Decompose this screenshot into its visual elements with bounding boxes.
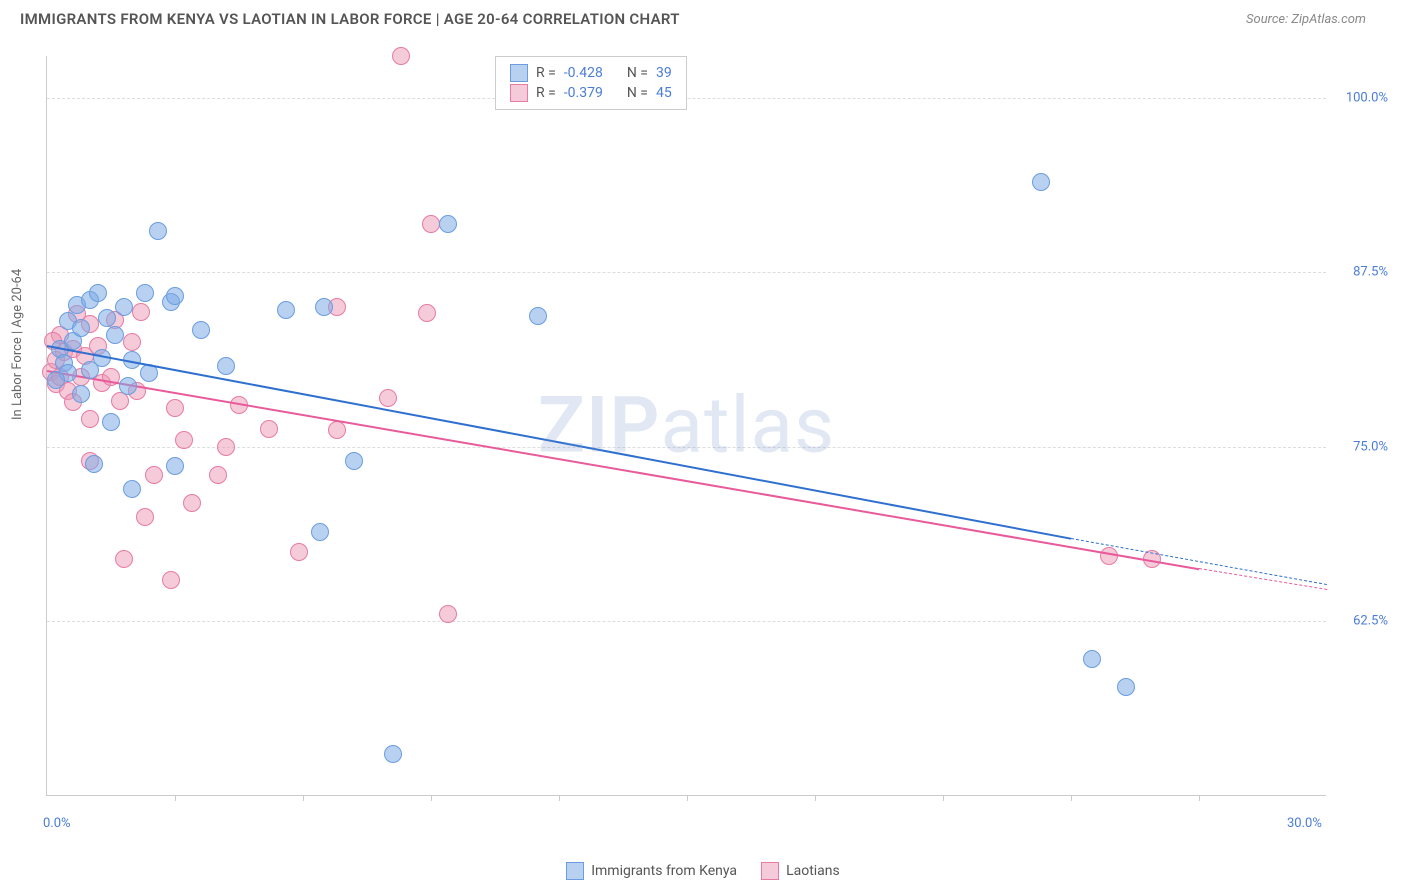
kenya-point xyxy=(166,287,184,305)
laotian-point xyxy=(145,466,163,484)
y-tick-label: 62.5% xyxy=(1353,614,1388,629)
kenya-point xyxy=(439,215,457,233)
laotian-point xyxy=(136,508,154,526)
swatch-kenya xyxy=(510,64,528,82)
x-tick xyxy=(943,795,944,801)
laotian-point xyxy=(183,494,201,512)
swatch-kenya-bottom xyxy=(566,862,584,880)
chart-title: IMMIGRANTS FROM KENYA VS LAOTIAN IN LABO… xyxy=(20,10,680,28)
x-tick xyxy=(559,795,560,801)
legend-label-kenya: Immigrants from Kenya xyxy=(591,863,737,879)
plot-area: ZIPatlas 62.5%75.0%87.5%100.0%0.0%30.0% xyxy=(46,56,1326,796)
legend-row-kenya: R = -0.428 N = 39 xyxy=(510,63,672,83)
kenya-point xyxy=(47,371,65,389)
series-legend: Immigrants from Kenya Laotians xyxy=(0,862,1406,880)
kenya-point xyxy=(72,385,90,403)
kenya-point xyxy=(106,326,124,344)
watermark: ZIPatlas xyxy=(538,380,835,471)
laotian-point xyxy=(290,543,308,561)
swatch-laotian xyxy=(510,84,528,102)
kenya-point xyxy=(1083,650,1101,668)
kenya-point xyxy=(315,298,333,316)
legend-row-laotian: R = -0.379 N = 45 xyxy=(510,83,672,103)
laotian-point xyxy=(123,333,141,351)
x-tick xyxy=(815,795,816,801)
x-tick-label: 30.0% xyxy=(1287,816,1322,831)
laotian-point xyxy=(175,431,193,449)
x-tick-label: 0.0% xyxy=(43,816,71,831)
laotian-point xyxy=(166,399,184,417)
kenya-point xyxy=(85,455,103,473)
laotian-point xyxy=(418,304,436,322)
kenya-point xyxy=(119,377,137,395)
laotian-point xyxy=(328,421,346,439)
y-tick-label: 87.5% xyxy=(1353,265,1388,280)
gridline xyxy=(47,272,1326,273)
kenya-point xyxy=(123,480,141,498)
x-tick xyxy=(303,795,304,801)
kenya-point xyxy=(102,413,120,431)
swatch-laotian-bottom xyxy=(761,862,779,880)
x-tick xyxy=(431,795,432,801)
n-value-kenya: 39 xyxy=(656,65,672,81)
kenya-trendline xyxy=(47,345,1071,540)
correlation-legend: R = -0.428 N = 39 R = -0.379 N = 45 xyxy=(495,56,687,110)
laotian-point xyxy=(81,410,99,428)
y-tick-label: 75.0% xyxy=(1353,439,1388,454)
kenya-point xyxy=(384,745,402,763)
kenya-point xyxy=(89,284,107,302)
source-attribution: Source: ZipAtlas.com xyxy=(1246,12,1366,27)
kenya-point xyxy=(1032,173,1050,191)
x-tick xyxy=(175,795,176,801)
kenya-point xyxy=(149,222,167,240)
legend-item-laotian: Laotians xyxy=(761,862,840,880)
kenya-point xyxy=(98,309,116,327)
gridline xyxy=(47,447,1326,448)
laotian-point xyxy=(217,438,235,456)
laotian-point xyxy=(209,466,227,484)
laotian-point xyxy=(379,389,397,407)
legend-item-kenya: Immigrants from Kenya xyxy=(566,862,737,880)
x-tick xyxy=(1071,795,1072,801)
laotian-point xyxy=(439,605,457,623)
gridline xyxy=(47,621,1326,622)
r-label: R = xyxy=(536,65,556,81)
kenya-point xyxy=(1117,678,1135,696)
laotian-point xyxy=(422,215,440,233)
laotian-point xyxy=(162,571,180,589)
kenya-point xyxy=(192,321,210,339)
kenya-point xyxy=(345,452,363,470)
n-label: N = xyxy=(627,85,648,101)
r-label: R = xyxy=(536,85,556,101)
laotian-point xyxy=(260,420,278,438)
kenya-point xyxy=(166,457,184,475)
laotian-point xyxy=(132,303,150,321)
chart-header: IMMIGRANTS FROM KENYA VS LAOTIAN IN LABO… xyxy=(0,0,1406,34)
x-tick xyxy=(687,795,688,801)
laotian-point xyxy=(115,550,133,568)
kenya-point xyxy=(311,523,329,541)
r-value-kenya: -0.428 xyxy=(564,65,603,81)
kenya-point xyxy=(115,298,133,316)
laotian-point xyxy=(111,392,129,410)
kenya-point xyxy=(529,307,547,325)
y-tick-label: 100.0% xyxy=(1346,90,1388,105)
legend-label-laotian: Laotians xyxy=(786,863,840,879)
r-value-laotian: -0.379 xyxy=(564,85,603,101)
watermark-light: atlas xyxy=(661,380,836,471)
laotian-point xyxy=(392,47,410,65)
kenya-point xyxy=(277,301,295,319)
kenya-point xyxy=(217,357,235,375)
n-label: N = xyxy=(627,65,648,81)
n-value-laotian: 45 xyxy=(656,85,672,101)
x-tick xyxy=(1199,795,1200,801)
y-axis-title: In Labor Force | Age 20-64 xyxy=(10,269,25,420)
kenya-point xyxy=(72,319,90,337)
kenya-point xyxy=(136,284,154,302)
